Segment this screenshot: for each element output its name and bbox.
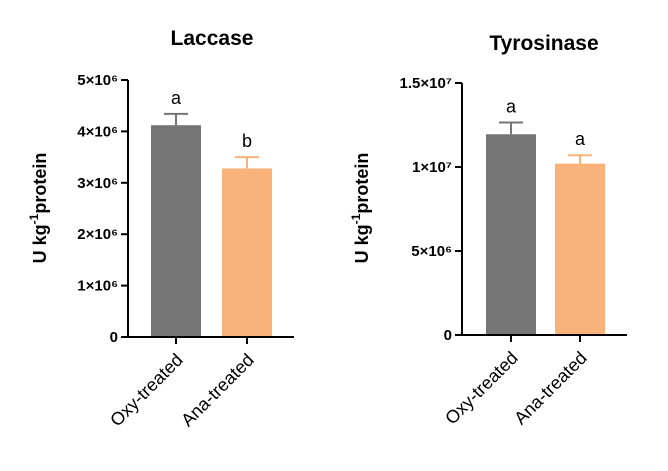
y-tick-label: 0 — [444, 327, 452, 344]
significance-letter: b — [242, 131, 252, 151]
x-tick-label: Ana-treated — [177, 350, 258, 431]
y-tick-label: 3×10⁶ — [77, 175, 118, 192]
y-axis-label-main: U kg — [30, 224, 50, 263]
y-tick-label: 1×10⁷ — [412, 159, 452, 176]
y-axis-label-tail: protein — [352, 153, 372, 214]
y-tick-label: 5×10⁶ — [411, 243, 452, 260]
chart-title: Tyrosinase — [489, 32, 598, 55]
y-axis-label: U kg-1protein — [27, 153, 50, 264]
y-tick-label: 5×10⁶ — [77, 72, 118, 89]
significance-letter: a — [171, 88, 182, 108]
y-axis-label-sup: -1 — [27, 213, 41, 224]
y-tick-label: 1.5×10⁷ — [400, 75, 453, 92]
x-tick-label: Ana-treated — [510, 348, 591, 429]
y-tick-label: 1×10⁶ — [77, 278, 118, 295]
y-axis-label-tail: protein — [30, 153, 50, 214]
x-tick-label: Oxy-treated — [106, 350, 187, 431]
bar-oxy-treated — [151, 125, 201, 338]
x-tick-label: Oxy-treated — [441, 348, 522, 429]
y-axis-label-main: U kg — [352, 224, 372, 263]
y-tick-label: 2×10⁶ — [77, 226, 118, 243]
y-tick-label: 0 — [110, 329, 118, 346]
chart-laccase: Laccase U kg-1protein a b 0 1×10⁶ 2×10⁶ 3×10⁶… — [27, 27, 294, 430]
bar-oxy-treated — [486, 134, 536, 335]
chart-title: Laccase — [171, 27, 254, 50]
bar-ana-treated — [555, 163, 605, 335]
y-axis-label-sup: -1 — [349, 213, 363, 224]
significance-letter: a — [506, 96, 517, 116]
y-axis-label: U kg-1protein — [349, 153, 372, 264]
bar-ana-treated — [222, 168, 272, 337]
chart-tyrosinase: Tyrosinase U kg-1protein a a 0 5×10⁶ 1×10⁷ 1.… — [349, 32, 627, 428]
y-tick-label: 4×10⁶ — [77, 123, 118, 140]
significance-letter: a — [575, 129, 586, 149]
